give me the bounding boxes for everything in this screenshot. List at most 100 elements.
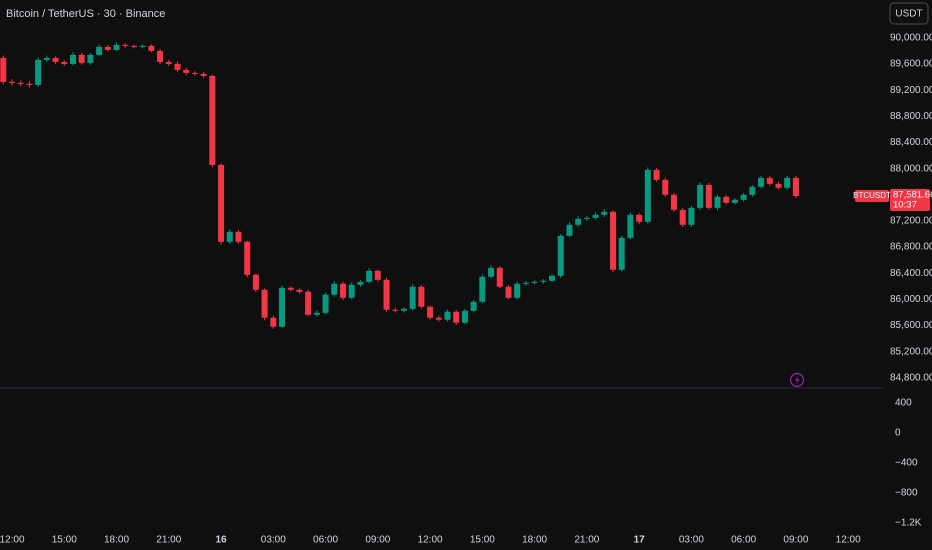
candle-body [723, 196, 730, 203]
y-tick-label: 88,800.00 [890, 111, 932, 122]
candle-body [488, 267, 495, 277]
candle-body [261, 289, 268, 318]
x-tick-label: 21:00 [156, 535, 181, 546]
candle-body [157, 50, 164, 62]
candle-body [409, 286, 416, 309]
candle-body [618, 237, 625, 270]
candle-body [627, 214, 634, 238]
candle-body [644, 169, 651, 222]
x-tick-label: 12:00 [0, 535, 25, 546]
candle-body [610, 211, 616, 270]
candle-body [252, 274, 259, 290]
x-tick-label: 06:00 [731, 535, 756, 546]
candle-body [549, 275, 556, 281]
candle-body [575, 218, 582, 225]
y-tick-label: 86,800.00 [890, 242, 932, 253]
candle-body [470, 301, 477, 311]
candle-body [331, 283, 338, 295]
candle-body [209, 75, 216, 165]
candle-body [444, 311, 451, 320]
x-tick-label: 15:00 [52, 535, 77, 546]
alert-icon[interactable] [789, 372, 805, 388]
candle-body [679, 209, 686, 225]
candle-body [540, 280, 547, 282]
y-tick-label: 89,200.00 [890, 85, 932, 96]
candle-body [113, 44, 120, 50]
candle-body [531, 281, 538, 283]
candle-body [505, 286, 512, 298]
pane2-tick-label: −800 [895, 488, 918, 499]
candle-body [758, 177, 765, 187]
price-tag [890, 189, 930, 212]
candle-body [775, 183, 782, 188]
x-tick-label: 17 [634, 535, 646, 546]
y-tick-label: 90,000.00 [890, 33, 932, 44]
symbol-tag [855, 190, 889, 203]
candle-body [305, 291, 312, 315]
candle-body [287, 287, 294, 290]
candle-body [339, 283, 346, 298]
candle-body [200, 73, 207, 76]
candle-body [366, 270, 373, 282]
candle-body [43, 57, 50, 60]
y-tick-label: 84,800.00 [890, 372, 932, 383]
candle-body [78, 54, 85, 63]
candle-body [174, 63, 181, 70]
candle-body [514, 283, 521, 298]
y-tick-label: 85,200.00 [890, 346, 932, 357]
candle-body [87, 54, 94, 63]
y-tick-label: 89,600.00 [890, 59, 932, 70]
candle-body [766, 177, 773, 184]
candle-body [165, 61, 172, 64]
candle-body [96, 46, 103, 55]
candle-body [496, 267, 503, 287]
currency-label[interactable]: USDT [895, 9, 922, 20]
x-tick-label: 12:00 [418, 535, 443, 546]
candle-body [636, 214, 643, 222]
candle-body [714, 196, 721, 208]
candle-body [740, 194, 747, 200]
currency-button[interactable] [889, 2, 929, 25]
price-tag-label: 87,581.66 [893, 190, 932, 201]
candle-body [784, 177, 791, 188]
y-tick-label: 86,400.00 [890, 268, 932, 279]
x-tick-label: 09:00 [783, 535, 808, 546]
candle-body [522, 282, 529, 284]
pane2-tick-label: 400 [895, 398, 912, 409]
candle-body [279, 287, 286, 327]
x-tick-label: 09:00 [365, 535, 390, 546]
candle-body [52, 57, 59, 62]
candle-body [697, 184, 704, 208]
candle-body [731, 199, 738, 203]
candle-body [244, 241, 251, 275]
candle-body [191, 72, 198, 74]
candle-body [139, 45, 146, 47]
candle-body [357, 281, 364, 285]
candle-body [400, 308, 407, 311]
candle-body [453, 311, 460, 323]
alert-bolt[interactable] [795, 375, 800, 385]
chart-title: Bitcoin / TetherUS · 30 · Binance [6, 8, 165, 20]
y-tick-label: 88,000.00 [890, 163, 932, 174]
x-tick-label: 21:00 [574, 535, 599, 546]
candle-body [427, 306, 434, 318]
candle-body [374, 270, 381, 280]
candle-body [270, 317, 277, 327]
candle-body [435, 317, 442, 320]
candle-body [296, 289, 303, 292]
candle-body [601, 211, 608, 215]
candle-body [69, 54, 76, 64]
candle-body [392, 309, 399, 311]
x-tick-label: 06:00 [313, 535, 338, 546]
countdown-label: 10:37 [893, 200, 917, 211]
candle-body [148, 45, 155, 51]
pane2-tick-label: 0 [895, 428, 901, 439]
alert-circle[interactable] [789, 372, 805, 388]
symbol-tag-label: BTCUSDT [853, 191, 891, 200]
candle-body [9, 81, 16, 83]
candle-body [104, 46, 111, 50]
y-tick-label: 86,000.00 [890, 294, 932, 305]
candle-body [322, 294, 329, 313]
